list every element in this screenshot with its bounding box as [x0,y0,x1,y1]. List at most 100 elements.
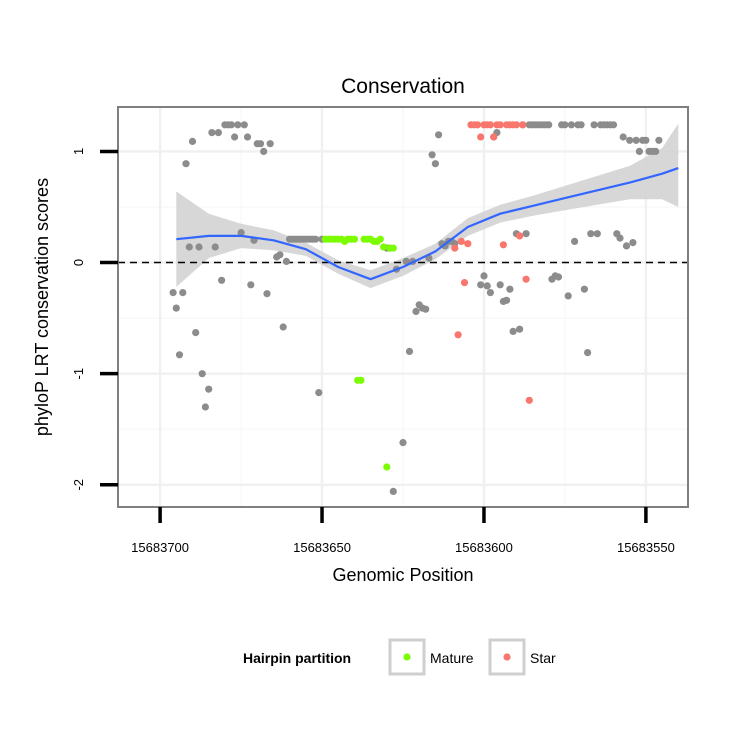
point-other [584,349,592,357]
point-other [214,129,222,137]
point-other [480,272,488,280]
point-other [567,121,576,129]
point-other [198,370,206,378]
point-other [276,251,284,259]
legend-key-dot [503,653,511,661]
legend-item-mature: Mature [388,638,474,676]
series-star [451,121,533,404]
point-other [218,276,226,284]
legend-label: Star [530,650,556,666]
point-other [402,257,410,265]
point-other [205,385,213,393]
point-star [454,331,462,339]
point-other [509,327,517,335]
legend-item-star: Star [488,638,556,676]
point-other [577,121,585,129]
point-other [188,137,197,145]
point-star [525,396,533,404]
point-other [422,305,430,313]
point-other [185,243,193,251]
point-mature [350,235,358,243]
point-other [312,235,320,243]
point-star [477,133,485,141]
y-tick-label: 1 [71,148,86,155]
point-other [208,129,216,137]
point-mature [357,376,365,384]
point-other [227,121,235,129]
point-star [486,121,494,129]
point-other [642,136,650,144]
point-other [593,230,601,238]
point-other [243,133,252,141]
point-mature [376,235,384,243]
point-other [632,136,640,144]
point-star [499,241,507,249]
x-axis-title: Genomic Position [332,565,473,585]
point-other [590,121,598,129]
series-mature [321,235,397,471]
point-other [237,229,245,237]
smooth-line [176,167,679,281]
point-star [460,279,469,287]
legend-key-dot [403,653,411,661]
point-other [279,323,287,331]
point-other [635,147,644,155]
y-tick-label: -1 [71,368,86,380]
x-tick-label: 15683550 [617,540,675,555]
point-other [169,289,177,297]
point-other [201,403,209,411]
point-other [554,273,563,281]
point-other [503,296,511,304]
point-other [263,290,271,298]
point-other [195,243,203,251]
point-other [626,136,634,144]
legend-key [388,638,426,676]
point-other [192,329,200,337]
point-other [580,285,589,293]
grid-lines [118,107,688,507]
point-other [260,147,268,155]
point-other [211,243,219,251]
point-star [519,121,527,129]
point-other [619,133,627,141]
legend: Hairpin partition Mature Star [243,638,556,676]
point-star [464,240,472,248]
plot-panel [117,106,689,508]
point-other [172,304,180,312]
point-other [561,121,569,129]
point-other [571,237,579,245]
point-star [496,121,504,129]
smooth-trend [176,167,679,281]
point-mature [383,463,391,471]
point-other [496,281,504,289]
y-axis-title: phyloP LRT conservation scores [32,178,52,436]
point-mature [389,244,397,252]
point-other [483,282,491,290]
point-other [182,160,190,168]
axes: 15683700 15683650 15683600 15683550 -2 -1 0 1 [71,148,675,555]
point-other [622,242,631,250]
point-other [486,289,494,297]
point-star [512,121,521,129]
point-other [545,121,553,129]
point-other [428,151,436,159]
point-other [315,389,323,397]
point-other [587,230,595,238]
point-other [231,133,239,141]
point-other [609,121,618,129]
point-star [522,275,530,283]
point-other [629,239,637,247]
x-tick-label: 15683650 [293,540,351,555]
chart-title: Conservation [341,75,465,98]
y-tick-label: 0 [71,259,86,266]
point-star [457,237,465,245]
y-tick-label: -2 [71,479,86,491]
point-other [405,347,414,355]
point-star [473,121,482,129]
point-mature [380,243,388,251]
point-other [522,230,530,238]
point-other [477,281,485,289]
point-other [516,325,524,333]
point-other [240,121,248,129]
